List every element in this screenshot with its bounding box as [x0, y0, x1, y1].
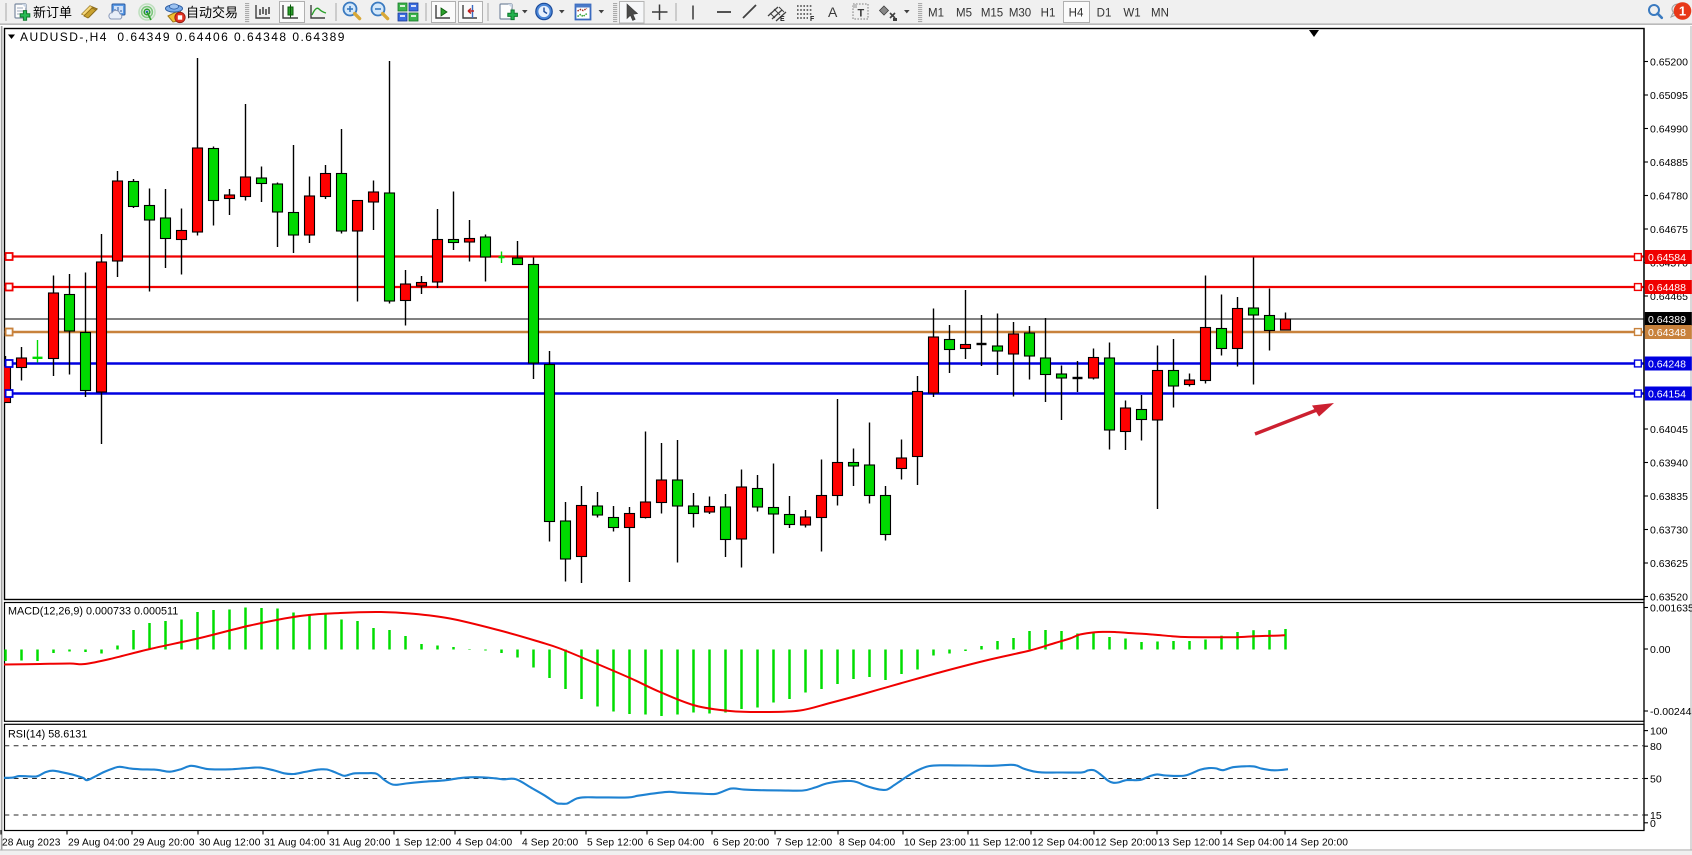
svg-text:0.64154: 0.64154	[1648, 389, 1686, 401]
svg-text:28 Aug 2023: 28 Aug 2023	[2, 838, 61, 849]
svg-text:30 Aug 12:00: 30 Aug 12:00	[199, 838, 261, 849]
svg-text:0.63940: 0.63940	[1650, 458, 1688, 470]
svg-text:0.63520: 0.63520	[1650, 592, 1688, 604]
svg-text:AUDUSD-,H4 0.64349 0.64406 0.: AUDUSD-,H4 0.64349 0.64406 0.64348 0.643…	[20, 30, 346, 44]
svg-text:M15: M15	[981, 8, 1003, 20]
svg-text:0.001635: 0.001635	[1650, 603, 1692, 615]
svg-text:6 Sep 04:00: 6 Sep 04:00	[648, 838, 704, 849]
svg-text:0.64584: 0.64584	[1648, 252, 1686, 264]
svg-text:1 Sep 12:00: 1 Sep 12:00	[395, 838, 451, 849]
svg-text:5 Sep 12:00: 5 Sep 12:00	[587, 838, 643, 849]
svg-text:W1: W1	[1123, 8, 1140, 20]
svg-text:14 Sep 04:00: 14 Sep 04:00	[1222, 838, 1284, 849]
svg-text:4 Sep 20:00: 4 Sep 20:00	[522, 838, 578, 849]
svg-text:M5: M5	[956, 8, 972, 20]
svg-text:12 Sep 04:00: 12 Sep 04:00	[1032, 838, 1094, 849]
svg-text:10 Sep 23:00: 10 Sep 23:00	[904, 838, 966, 849]
svg-text:MN: MN	[1151, 8, 1169, 20]
svg-text:0.63835: 0.63835	[1650, 491, 1688, 503]
svg-text:A: A	[828, 4, 838, 20]
svg-text:0: 0	[1650, 818, 1656, 830]
svg-text:0.64675: 0.64675	[1650, 224, 1688, 236]
svg-text:0.65200: 0.65200	[1650, 57, 1688, 69]
svg-text:50: 50	[1650, 774, 1662, 786]
svg-text:RSI(14) 58.6131: RSI(14) 58.6131	[8, 729, 87, 741]
svg-text:0.64248: 0.64248	[1648, 359, 1686, 371]
svg-text:0.64780: 0.64780	[1650, 191, 1688, 203]
svg-text:M30: M30	[1009, 8, 1031, 20]
svg-text:自动交易: 自动交易	[186, 5, 238, 20]
svg-text:0.63730: 0.63730	[1650, 525, 1688, 537]
svg-text:0.63625: 0.63625	[1650, 558, 1688, 570]
svg-text:F: F	[810, 16, 815, 23]
svg-text:0.65095: 0.65095	[1650, 90, 1688, 102]
svg-text:100: 100	[1650, 726, 1668, 738]
svg-text:T: T	[858, 8, 865, 20]
svg-text:29 Aug 04:00: 29 Aug 04:00	[68, 838, 130, 849]
svg-text:H1: H1	[1041, 8, 1056, 20]
svg-text:4 Sep 04:00: 4 Sep 04:00	[456, 838, 512, 849]
svg-text:29 Aug 20:00: 29 Aug 20:00	[133, 838, 195, 849]
svg-text:31 Aug 20:00: 31 Aug 20:00	[329, 838, 391, 849]
svg-text:12 Sep 20:00: 12 Sep 20:00	[1095, 838, 1157, 849]
svg-text:13 Sep 12:00: 13 Sep 12:00	[1158, 838, 1220, 849]
svg-text:8 Sep 04:00: 8 Sep 04:00	[839, 838, 895, 849]
svg-text:M1: M1	[928, 8, 944, 20]
svg-text:14 Sep 20:00: 14 Sep 20:00	[1286, 838, 1348, 849]
svg-text:E: E	[780, 16, 785, 23]
svg-text:MACD(12,26,9) 0.000733 0.00051: MACD(12,26,9) 0.000733 0.000511	[8, 606, 178, 618]
svg-text:新订单: 新订单	[33, 5, 72, 20]
svg-text:D1: D1	[1097, 8, 1112, 20]
svg-text:31 Aug 04:00: 31 Aug 04:00	[264, 838, 326, 849]
svg-text:0.64348: 0.64348	[1648, 327, 1686, 339]
svg-text:-0.002442: -0.002442	[1650, 706, 1692, 718]
svg-text:0.64885: 0.64885	[1650, 157, 1688, 169]
svg-text:11 Sep 12:00: 11 Sep 12:00	[969, 838, 1031, 849]
svg-text:80: 80	[1650, 741, 1662, 753]
svg-text:0.00: 0.00	[1650, 644, 1671, 656]
svg-text:0.64488: 0.64488	[1648, 282, 1686, 294]
svg-text:H4: H4	[1069, 8, 1084, 20]
svg-text:1: 1	[1679, 4, 1686, 19]
svg-text:0.64990: 0.64990	[1650, 124, 1688, 136]
svg-text:0.64389: 0.64389	[1648, 314, 1686, 326]
svg-text:0.64045: 0.64045	[1650, 424, 1688, 436]
svg-text:7 Sep 12:00: 7 Sep 12:00	[776, 838, 832, 849]
svg-text:15: 15	[1650, 810, 1662, 822]
svg-text:6 Sep 20:00: 6 Sep 20:00	[713, 838, 769, 849]
